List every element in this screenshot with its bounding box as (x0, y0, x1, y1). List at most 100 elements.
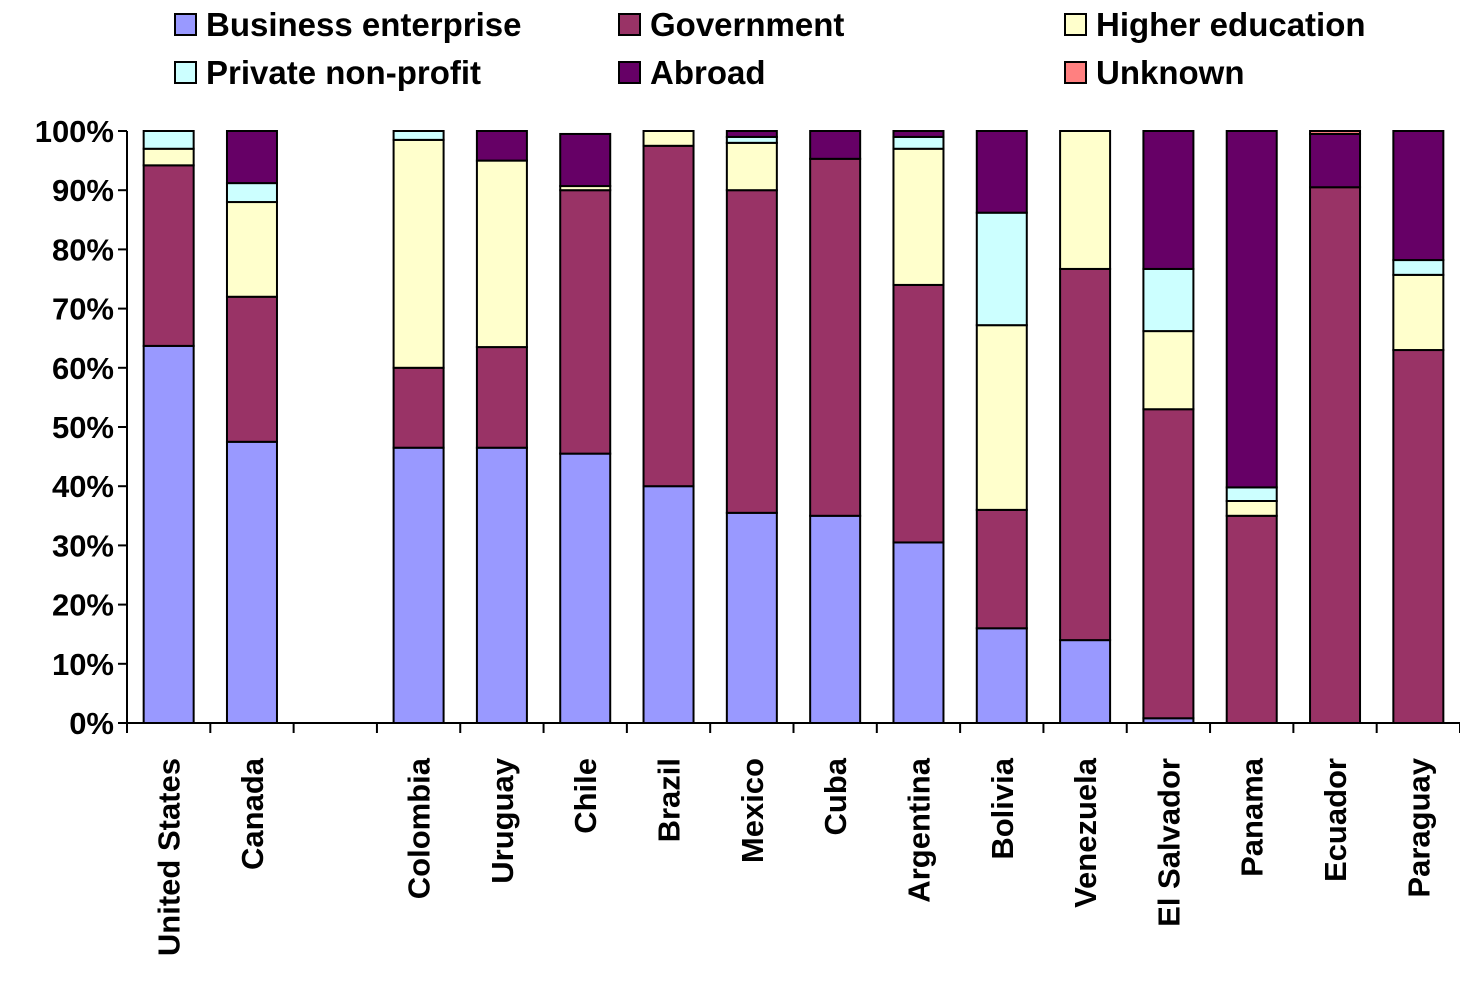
bar-segment-bolivia-government (975, 508, 1028, 630)
legend-label-government: Government (650, 6, 844, 43)
bar-segment-canada-business-enterprise (225, 440, 278, 724)
bar-segment-argentina-government (892, 283, 945, 544)
y-tick-label: 100% (35, 114, 114, 149)
bar-segment-argentina-business-enterprise (892, 541, 945, 724)
bar-segment-el-salvador-abroad (1142, 130, 1195, 270)
y-tick-label: 60% (52, 351, 114, 386)
bar-segment-ecuador-abroad (1309, 132, 1362, 189)
bar-segment-panama-government (1225, 514, 1278, 724)
bar-segment-paraguay-government (1392, 349, 1445, 724)
bar-segment-colombia-government (392, 366, 445, 449)
bar-segment-united-states-private-non-profit (142, 130, 195, 150)
bar-segment-colombia-private-non-profit (392, 130, 445, 141)
y-tick-label: 80% (52, 232, 114, 267)
bar-segment-chile-business-enterprise (559, 452, 612, 724)
bar-segment-cuba-business-enterprise (809, 514, 862, 724)
x-category-label-brazil: Brazil (652, 758, 687, 842)
bar-segment-argentina-higher-education (892, 147, 945, 286)
bar-segment-el-salvador-private-non-profit (1142, 267, 1195, 333)
y-tick-label: 50% (52, 410, 114, 445)
bar-segment-argentina-abroad (892, 130, 945, 138)
bar-segment-uruguay-business-enterprise (475, 446, 528, 724)
bar-segment-canada-government (225, 295, 278, 443)
x-category-label-venezuela: Venezuela (1068, 757, 1103, 908)
bar-segment-el-salvador-government (1142, 408, 1195, 720)
x-axis: United States Canada Colombia Uruguay Chile B… (126, 722, 1460, 956)
x-category-label-bolivia: Bolivia (985, 757, 1020, 859)
bar-segment-united-states-business-enterprise (142, 344, 195, 724)
bar-segment-colombia-higher-education (392, 138, 445, 369)
bar-segment-brazil-higher-education (642, 130, 695, 147)
bar-segment-ecuador-government (1309, 186, 1362, 725)
bar-segment-panama-abroad (1225, 130, 1278, 489)
bar-segment-mexico-government (725, 189, 778, 514)
bar-segment-united-states-higher-education (142, 147, 195, 167)
bar-segment-panama-private-non-profit (1225, 486, 1278, 503)
bar-segment-brazil-government (642, 144, 695, 488)
bar-segment-mexico-abroad (725, 130, 778, 138)
legend-swatch-unknown (1064, 61, 1087, 84)
x-category-label-el-salvador: El Salvador (1151, 758, 1186, 927)
bar-segment-bolivia-business-enterprise (975, 627, 1028, 725)
bar-segment-canada-higher-education (225, 201, 278, 298)
bars (142, 130, 1445, 725)
bar-segment-brazil-business-enterprise (642, 485, 695, 725)
x-category-label-united-states: United States (152, 758, 187, 956)
legend-label-unknown: Unknown (1096, 54, 1244, 91)
bar-segment-uruguay-government (475, 346, 528, 449)
bar-segment-paraguay-higher-education (1392, 273, 1445, 352)
bar-segment-bolivia-abroad (975, 130, 1028, 214)
bar-segment-paraguay-private-non-profit (1392, 259, 1445, 276)
bar-segment-venezuela-government (1059, 267, 1112, 642)
bar-segment-bolivia-higher-education (975, 324, 1028, 511)
x-category-label-colombia: Colombia (402, 757, 437, 899)
bar-segment-cuba-abroad (809, 130, 862, 160)
bar-segment-uruguay-abroad (475, 130, 528, 162)
bar-segment-venezuela-business-enterprise (1059, 639, 1112, 724)
bar-segment-cuba-government (809, 157, 862, 517)
legend-swatch-private-non-profit (174, 61, 197, 84)
x-category-label-cuba: Cuba (818, 757, 853, 835)
legend-swatch-abroad (618, 61, 641, 84)
x-category-label-panama: Panama (1235, 757, 1270, 877)
bar-segment-canada-private-non-profit (225, 182, 278, 204)
legend-label-private-non-profit: Private non-profit (206, 54, 481, 91)
bar-segment-bolivia-private-non-profit (975, 211, 1028, 327)
y-tick-label: 20% (52, 588, 114, 623)
legend-label-higher-education: Higher education (1096, 6, 1366, 43)
bar-segment-chile-abroad (559, 132, 612, 188)
x-category-label-paraguay: Paraguay (1401, 757, 1436, 897)
legend: Business enterprise Government Higher educ… (174, 6, 1366, 91)
x-category-label-chile: Chile (568, 758, 603, 834)
bar-segment-argentina-private-non-profit (892, 135, 945, 150)
bar-segment-venezuela-higher-education (1059, 130, 1112, 270)
legend-label-abroad: Abroad (650, 54, 766, 91)
bar-segment-colombia-business-enterprise (392, 446, 445, 724)
x-category-label-canada: Canada (235, 757, 270, 870)
bar-segment-canada-abroad (225, 130, 278, 185)
legend-swatch-higher-education (1064, 13, 1087, 36)
bar-segment-paraguay-abroad (1392, 130, 1445, 262)
x-category-label-ecuador: Ecuador (1318, 758, 1353, 882)
y-tick-label: 10% (52, 647, 114, 682)
bar-segment-mexico-higher-education (725, 141, 778, 192)
x-category-label-mexico: Mexico (735, 758, 770, 863)
bar-segment-el-salvador-higher-education (1142, 330, 1195, 411)
bar-segment-panama-higher-education (1225, 500, 1278, 517)
y-tick-label: 70% (52, 292, 114, 327)
legend-swatch-business-enterprise (174, 13, 197, 36)
y-tick-label: 30% (52, 528, 114, 563)
y-tick-label: 0% (69, 706, 114, 741)
bar-segment-ecuador-unknown (1309, 130, 1362, 135)
y-tick-label: 90% (52, 173, 114, 208)
legend-swatch-government (618, 13, 641, 36)
bar-segment-uruguay-higher-education (475, 159, 528, 349)
x-category-label-uruguay: Uruguay (485, 757, 520, 884)
y-axis: 0% 10% 20% 30% 40% 50% 60% 70% 80% 90% 100% (35, 114, 128, 741)
y-tick-label: 40% (52, 469, 114, 504)
x-category-label-argentina: Argentina (901, 757, 936, 902)
legend-label-business-enterprise: Business enterprise (206, 6, 521, 43)
bar-segment-united-states-government (142, 164, 195, 347)
bar-segment-chile-government (559, 189, 612, 455)
